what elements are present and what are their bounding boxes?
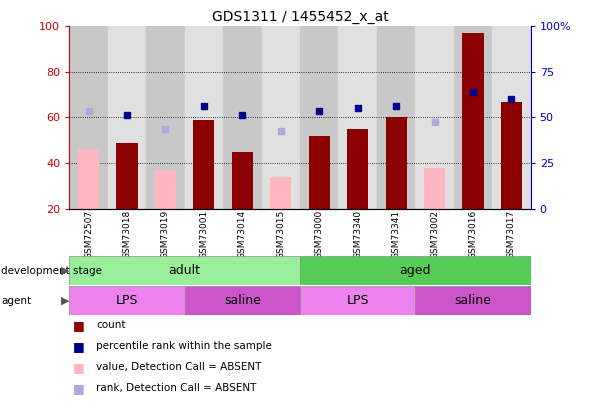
Bar xyxy=(347,129,368,209)
Bar xyxy=(69,256,300,285)
Bar xyxy=(223,26,262,209)
Text: value, Detection Call = ABSENT: value, Detection Call = ABSENT xyxy=(96,362,262,372)
Bar xyxy=(185,286,300,315)
Text: agent: agent xyxy=(1,296,31,305)
Text: percentile rank within the sample: percentile rank within the sample xyxy=(96,341,273,351)
Bar xyxy=(300,26,338,209)
Bar xyxy=(155,170,176,209)
Bar xyxy=(454,26,492,209)
Bar xyxy=(69,26,108,209)
Bar xyxy=(262,26,300,209)
Bar xyxy=(232,151,253,209)
Text: ■: ■ xyxy=(72,319,84,332)
Bar xyxy=(270,177,291,209)
Text: ■: ■ xyxy=(72,382,84,395)
Bar xyxy=(492,26,531,209)
Text: aged: aged xyxy=(400,264,431,277)
Text: rank, Detection Call = ABSENT: rank, Detection Call = ABSENT xyxy=(96,384,257,393)
Bar xyxy=(194,120,215,209)
Bar xyxy=(146,26,185,209)
Text: ■: ■ xyxy=(72,340,84,353)
Text: count: count xyxy=(96,320,126,330)
Bar xyxy=(338,26,377,209)
Text: ▶: ▶ xyxy=(61,296,69,305)
Text: saline: saline xyxy=(224,294,260,307)
Text: adult: adult xyxy=(169,264,201,277)
Text: ▶: ▶ xyxy=(61,266,69,275)
Bar xyxy=(415,286,531,315)
Bar xyxy=(300,286,415,315)
Text: ■: ■ xyxy=(72,361,84,374)
Title: GDS1311 / 1455452_x_at: GDS1311 / 1455452_x_at xyxy=(212,10,388,24)
Bar xyxy=(78,149,99,209)
Text: LPS: LPS xyxy=(116,294,138,307)
Bar xyxy=(69,286,185,315)
Text: saline: saline xyxy=(455,294,491,307)
Bar xyxy=(108,26,146,209)
Text: LPS: LPS xyxy=(346,294,369,307)
Bar xyxy=(116,143,137,209)
Bar xyxy=(424,168,445,209)
Bar xyxy=(501,102,522,209)
Bar xyxy=(185,26,223,209)
Bar xyxy=(415,26,453,209)
Bar xyxy=(309,136,330,209)
Bar xyxy=(300,256,531,285)
Bar xyxy=(385,117,406,209)
Bar xyxy=(463,33,484,209)
Bar xyxy=(377,26,415,209)
Text: development stage: development stage xyxy=(1,266,102,275)
